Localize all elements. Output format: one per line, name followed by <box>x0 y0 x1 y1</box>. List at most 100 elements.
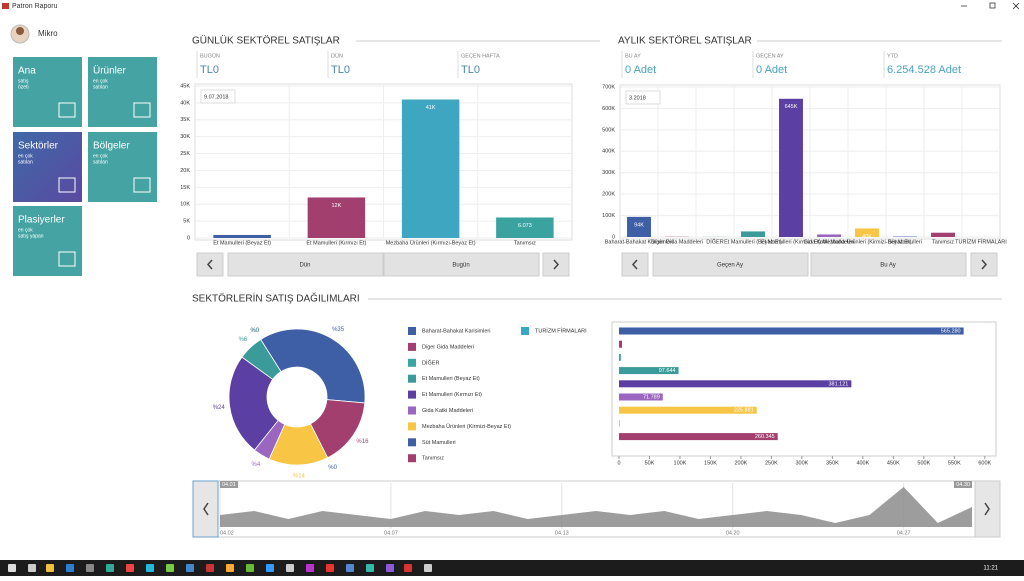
value-label: 260.345 <box>755 434 775 440</box>
legend-label: DİĞER <box>422 359 439 366</box>
taskbar-icon[interactable] <box>146 564 154 572</box>
scroll-button[interactable] <box>193 481 218 537</box>
nav-button[interactable] <box>622 253 648 276</box>
taskbar-icon[interactable] <box>346 564 354 572</box>
bar <box>779 99 803 237</box>
x-tick-label: 04.20 <box>726 530 740 536</box>
kpi-label: BU AY <box>625 53 641 59</box>
legend-label: Et Mamulleri (Kırmızı Et) <box>422 392 482 398</box>
user-name: Mikro <box>38 29 58 38</box>
x-tick-label: 550K <box>948 460 961 466</box>
taskbar-icon[interactable] <box>386 564 394 572</box>
slice-label: %0 <box>328 465 337 471</box>
legend-swatch <box>408 407 416 415</box>
section-heading: AYLIK SEKTÖREL SATIŞLAR <box>618 35 752 47</box>
x-tick-label: Diger Gida Maddeleri <box>651 239 703 245</box>
kpi-label: GEÇEN HAFTA <box>461 53 500 59</box>
x-tick-label: 04.27 <box>897 530 911 536</box>
legend-swatch <box>408 391 416 399</box>
value-label: 94K <box>634 222 644 228</box>
app-icon <box>2 3 9 9</box>
section-heading: GÜNLÜK SEKTÖREL SATIŞLAR <box>192 35 340 47</box>
tile-title: Ana <box>18 66 36 77</box>
taskbar-icon[interactable] <box>166 564 174 572</box>
tile-subtitle: satılan <box>93 84 108 90</box>
legend-label: Süt Mamulleri <box>422 440 456 446</box>
taskbar-icon[interactable] <box>206 564 214 572</box>
slice-label: %24 <box>213 405 226 411</box>
x-tick-label: Mezbaha Ürünleri (Kırmızı-Beyaz Et) <box>386 239 476 246</box>
section-heading: SEKTÖRLERİN SATIŞ DAĞILIMLARI <box>192 292 360 305</box>
tile-title: Ürünler <box>93 65 126 77</box>
taskbar-icon[interactable] <box>126 564 134 572</box>
scroll-button[interactable] <box>975 481 1000 537</box>
kpi-value: 6.254.528 Adet <box>887 64 961 76</box>
taskbar-icon[interactable] <box>286 564 294 572</box>
taskbar-icon[interactable] <box>404 564 412 572</box>
button-label[interactable]: Dün <box>299 263 310 269</box>
taskbar-icon[interactable] <box>46 564 54 572</box>
kpi-value: 0 Adet <box>625 64 656 76</box>
taskbar-icon[interactable] <box>226 564 234 572</box>
taskbar-icon[interactable] <box>8 564 16 572</box>
button-label[interactable]: Bugün <box>452 263 469 269</box>
taskbar-icon[interactable] <box>66 564 74 572</box>
value-label: 645K <box>785 104 798 110</box>
kpi-label: GEÇEN AY <box>756 53 784 59</box>
slice-label: %0 <box>250 328 259 334</box>
taskbar-icon[interactable] <box>106 564 114 572</box>
y-tick-label: 25K <box>180 151 190 157</box>
y-tick-label: 5K <box>183 219 190 225</box>
range-label: 04.01 <box>222 482 236 488</box>
x-tick-label: 400K <box>856 460 869 466</box>
nav-button[interactable] <box>197 253 223 276</box>
bar <box>402 100 459 238</box>
y-tick-label: 100K <box>602 213 615 219</box>
value-label: 225.881 <box>734 408 754 414</box>
taskbar-icon[interactable] <box>86 564 94 572</box>
taskbar-icon[interactable] <box>266 564 274 572</box>
taskbar-icon[interactable] <box>306 564 314 572</box>
bar <box>931 233 955 237</box>
y-tick-label: 30K <box>180 134 190 140</box>
y-tick-label: 500K <box>602 127 615 133</box>
value-label: 41K <box>426 105 436 111</box>
value-label: 381.121 <box>828 381 848 387</box>
legend-swatch <box>408 343 416 351</box>
x-tick-label: Süt Mamulleri <box>888 239 922 245</box>
value-label: 97.644 <box>659 368 676 374</box>
slice-label: %14 <box>293 474 306 480</box>
x-tick-label: DİĞER <box>706 238 723 245</box>
legend-label: Gida Katki Maddeleri <box>422 408 473 414</box>
nav-button[interactable] <box>543 253 569 276</box>
kpi-value: TL0 <box>200 64 219 76</box>
annotation: 9.07.2018 <box>204 94 228 100</box>
nav-button[interactable] <box>971 253 997 276</box>
bar <box>619 341 622 348</box>
taskbar-icon[interactable] <box>424 564 432 572</box>
taskbar-icon[interactable] <box>28 564 36 572</box>
button-label[interactable]: Bu Ay <box>880 263 896 269</box>
taskbar-icon[interactable] <box>366 564 374 572</box>
y-tick-label: 300K <box>602 170 615 176</box>
taskbar-icon[interactable] <box>186 564 194 572</box>
legend-swatch <box>408 327 416 335</box>
x-tick-label: 200K <box>735 460 748 466</box>
y-tick-label: 40K <box>180 100 190 106</box>
x-tick-label: TURİZM FİRMALARI <box>955 238 1007 245</box>
x-tick-label: 0 <box>617 460 620 466</box>
kpi-label: BUGÜN <box>200 52 220 59</box>
legend-label: Baharat-Bahakat Karisimleri <box>422 328 490 334</box>
y-tick-label: 200K <box>602 192 615 198</box>
slice-label: %4 <box>252 462 261 468</box>
button-label[interactable]: Geçen Ay <box>717 263 743 269</box>
kpi-value: 0 Adet <box>756 64 787 76</box>
kpi-label: DÜN <box>331 52 343 59</box>
y-tick-label: 45K <box>180 83 190 89</box>
taskbar-icon[interactable] <box>246 564 254 572</box>
legend-label: Tanımsız <box>422 456 444 462</box>
y-tick-label: 20K <box>180 168 190 174</box>
value-label: 565.280 <box>941 328 961 334</box>
taskbar-icon[interactable] <box>326 564 334 572</box>
